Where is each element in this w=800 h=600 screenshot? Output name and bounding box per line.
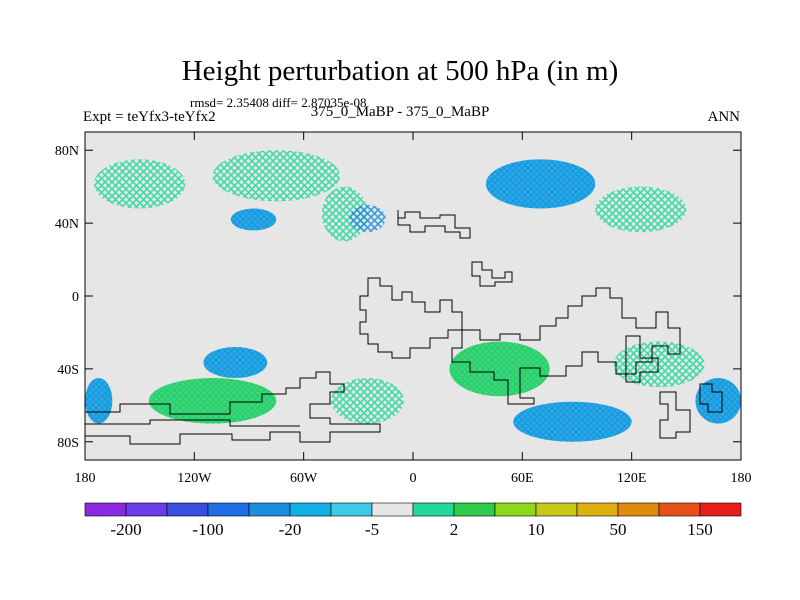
colorbar-label: -100: [192, 520, 223, 539]
coastline-south-america: [359, 277, 463, 359]
x-tick-label: 120W: [177, 471, 212, 486]
anomaly-region-13: [85, 378, 113, 424]
coastline-africa: [451, 287, 681, 405]
y-tick-label: 80N: [55, 144, 79, 159]
anomaly-region-12: [613, 341, 705, 388]
colorbar-swatch: [371, 502, 414, 517]
colorbar-swatch: [289, 502, 332, 517]
colorbar-label: -20: [279, 520, 302, 539]
x-tick-label: 60W: [290, 471, 318, 486]
x-tick-label: 180: [731, 471, 752, 486]
colorbar-swatch: [166, 502, 209, 517]
colorbar-swatch: [699, 502, 742, 517]
anomaly-region-14: [695, 378, 741, 424]
colorbar-swatch: [330, 502, 373, 517]
y-tick-label: 40S: [57, 363, 79, 378]
colorbar-label: 50: [610, 520, 627, 539]
colorbar-swatch: [576, 502, 619, 517]
anomaly-region-4: [349, 204, 386, 233]
x-tick-label: 120E: [617, 471, 647, 486]
colorbar-swatch: [453, 502, 496, 517]
coastline-pacific-east: [659, 391, 691, 439]
colorbar-label: 150: [687, 520, 713, 539]
coastline-antarctica: [85, 371, 381, 445]
anomaly-region-5: [485, 159, 596, 209]
colorbar-label: -200: [110, 520, 141, 539]
colorbar-swatch: [412, 502, 455, 517]
colorbar-label: 2: [450, 520, 459, 539]
anomaly-region-7: [203, 347, 268, 378]
coastline-islands: [471, 261, 513, 287]
x-tick-label: 0: [410, 471, 417, 486]
coastline-east: [699, 383, 723, 413]
colorbar-swatch: [658, 502, 701, 517]
colorbar-swatch: [617, 502, 660, 517]
y-tick-label: 0: [72, 290, 79, 305]
x-tick-label: 180: [75, 471, 96, 486]
coastline-australia: [625, 335, 659, 383]
season-label: ANN: [707, 109, 741, 125]
colorbar-label: 10: [528, 520, 545, 539]
colorbar-swatch: [494, 502, 537, 517]
colorbar-swatch: [535, 502, 578, 517]
rmsd-label: rmsd= 2.35408 diff= 2.87035e-08: [190, 95, 367, 110]
experiment-label: Expt = teYfx3-teYfx2: [83, 109, 216, 125]
anomaly-region-2: [230, 208, 277, 231]
chart-title: Height perturbation at 500 hPa (in m): [181, 55, 619, 87]
colorbar-swatch: [248, 502, 291, 517]
anomaly-region-1: [212, 150, 341, 202]
colorbar-swatch: [207, 502, 250, 517]
anomaly-region-6: [595, 186, 687, 233]
colorbar-swatch: [125, 502, 168, 517]
coastline-america-north: [397, 210, 471, 239]
y-tick-label: 80S: [57, 436, 79, 451]
y-tick-label: 40N: [55, 217, 79, 232]
x-tick-label: 60E: [511, 471, 534, 486]
colorbar-label: -5: [365, 520, 379, 539]
colorbar-swatch: [84, 502, 127, 517]
anomaly-region-8: [148, 378, 277, 424]
anomaly-region-0: [94, 159, 186, 209]
anomaly-region-10: [449, 341, 550, 397]
anomaly-region-11: [513, 401, 632, 442]
coastline-antarctica-inner: [85, 419, 300, 427]
case-label: 375_0_MaBP - 375_0_MaBP: [310, 104, 490, 120]
anomaly-region-9: [331, 378, 404, 424]
